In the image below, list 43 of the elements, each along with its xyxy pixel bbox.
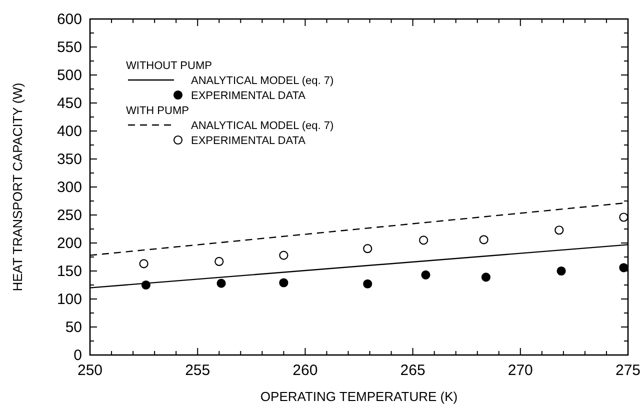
legend-label: EXPERIMENTAL DATA	[191, 135, 306, 147]
x-tick-label: 265	[400, 362, 426, 379]
legend-label: ANALYTICAL MODEL (eq. 7)	[191, 120, 334, 132]
point	[216, 278, 226, 288]
annotation: WITH PUMP	[126, 105, 189, 117]
x-tick-label: 250	[77, 362, 103, 379]
y-tick-label: 450	[56, 95, 82, 112]
point	[421, 270, 430, 280]
annotation: WITHOUT PUMP	[126, 60, 212, 72]
y-tick-label: 600	[56, 11, 82, 28]
y-tick-label: 0	[74, 347, 82, 364]
point	[481, 272, 491, 282]
point	[139, 259, 148, 268]
y-tick-label: 250	[56, 207, 82, 224]
y-tick-label: 400	[56, 123, 82, 140]
y-tick-label: 500	[56, 67, 82, 84]
point	[619, 263, 628, 272]
legend-label: EXPERIMENTAL DATA	[191, 90, 306, 102]
x-tick-label: 275	[615, 362, 641, 379]
y-tick-label: 300	[56, 179, 82, 196]
point	[363, 244, 372, 254]
legend-label: ANALYTICAL MODEL (eq. 7)	[191, 75, 334, 87]
y-tick-label: 550	[56, 39, 82, 56]
point	[619, 212, 628, 222]
point	[279, 278, 288, 288]
y-tick-label: 150	[56, 263, 82, 280]
point	[214, 256, 224, 266]
y-tick-label: 50	[65, 319, 82, 336]
x-tick-label: 270	[508, 362, 533, 379]
x-tick-label: 255	[185, 362, 210, 379]
point	[554, 226, 564, 235]
point	[419, 236, 428, 245]
y-axis-title: HEAT TRANSPORT CAPACITY (W)	[10, 82, 25, 292]
y-tick-label: 350	[56, 151, 82, 168]
y-tick-label: 200	[56, 235, 82, 252]
point	[141, 280, 150, 290]
x-tick-label: 260	[292, 362, 318, 379]
point	[556, 266, 566, 276]
point	[363, 279, 372, 288]
point	[279, 250, 288, 260]
x-axis-title: OPERATING TEMPERATURE (K)	[260, 389, 458, 404]
y-tick-label: 100	[56, 291, 82, 308]
point	[479, 235, 488, 244]
